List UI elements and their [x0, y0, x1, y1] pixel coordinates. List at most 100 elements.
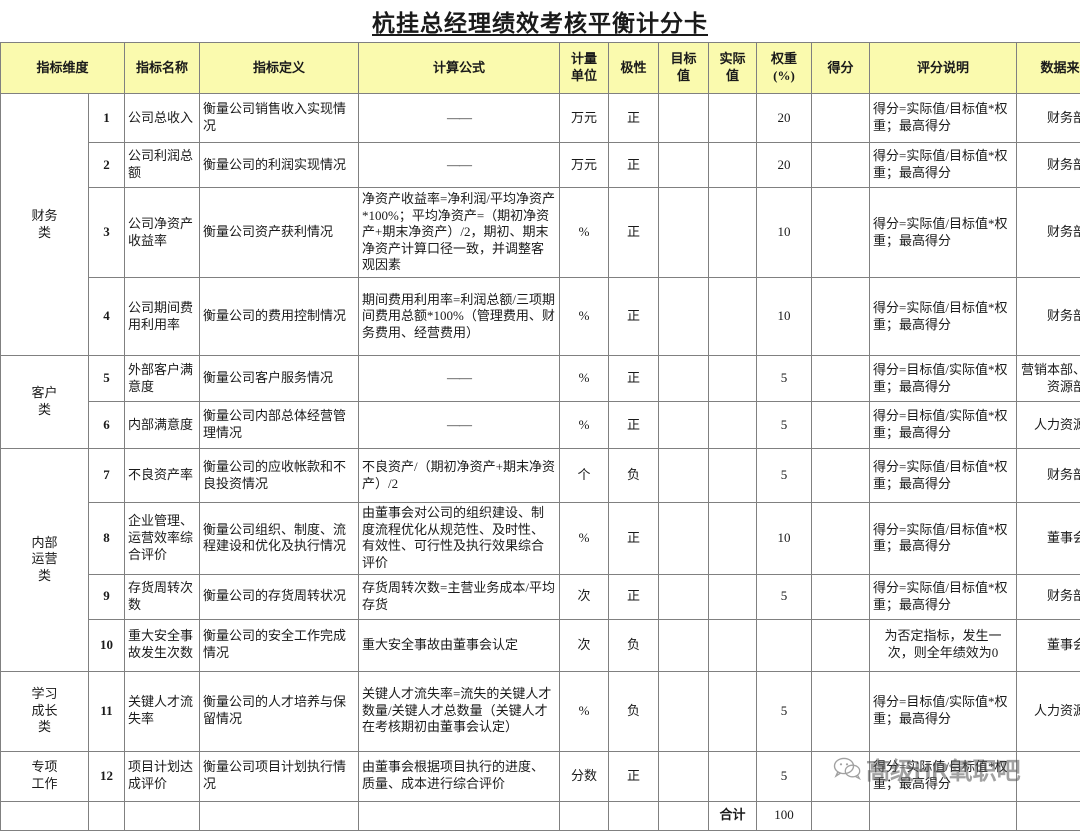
indicator-definition: 衡量公司销售收入实现情况 [200, 94, 359, 143]
data-source-cell: 董事会 [1017, 619, 1080, 671]
unit-cell: 万元 [560, 94, 609, 143]
data-source-cell: 财务部 [1017, 574, 1080, 619]
data-source-cell: 董事会 [1017, 503, 1080, 575]
indicator-definition: 衡量公司的人才培养与保留情况 [200, 671, 359, 751]
table-header: 指标维度 指标名称 指标定义 计算公式 计量 单位 极性 目标 值 实际 值 [1, 43, 1080, 94]
dimension-cell: 学习成长类 [1, 671, 89, 751]
header-source: 数据来源 [1017, 43, 1080, 94]
dimension-label-line: 类 [4, 719, 85, 736]
actual-value-cell [709, 94, 757, 143]
row-number: 3 [89, 188, 125, 278]
actual-value-cell [709, 278, 757, 356]
unit-cell: % [560, 503, 609, 575]
total-blank-definition [200, 801, 359, 830]
dimension-label-line: 类 [4, 225, 85, 242]
polarity-cell: 正 [609, 574, 659, 619]
actual-value-cell [709, 574, 757, 619]
row-number: 11 [89, 671, 125, 751]
total-weight-value: 100 [757, 801, 812, 830]
data-source-cell [1017, 751, 1080, 801]
polarity-cell: 正 [609, 143, 659, 188]
total-blank-target [659, 801, 709, 830]
total-blank-score [812, 801, 870, 830]
header-actual: 实际 值 [709, 43, 757, 94]
scoring-description: 为否定指标，发生一次，则全年绩效为0 [870, 619, 1017, 671]
weight-cell: 5 [757, 356, 812, 402]
data-source-cell: 人力资源部 [1017, 402, 1080, 449]
target-value-cell [659, 671, 709, 751]
polarity-cell: 正 [609, 188, 659, 278]
calculation-formula: 由董事会根据项目执行的进度、质量、成本进行综合评价 [359, 751, 560, 801]
weight-cell: 5 [757, 449, 812, 503]
weight-cell: 20 [757, 143, 812, 188]
indicator-definition: 衡量公司的利润实现情况 [200, 143, 359, 188]
weight-cell: 20 [757, 94, 812, 143]
target-value-cell [659, 356, 709, 402]
indicator-name: 公司利润总额 [125, 143, 200, 188]
header-formula: 计算公式 [359, 43, 560, 94]
actual-value-cell [709, 671, 757, 751]
dimension-cell: 内部运营类 [1, 449, 89, 672]
weight-cell: 5 [757, 751, 812, 801]
score-cell [812, 188, 870, 278]
total-label: 合计 [709, 801, 757, 830]
indicator-definition: 衡量公司项目计划执行情况 [200, 751, 359, 801]
page-title: 杭挂总经理绩效考核平衡计分卡 [372, 4, 708, 38]
score-cell [812, 278, 870, 356]
dimension-label-line: 财务 [4, 208, 85, 225]
polarity-cell: 正 [609, 503, 659, 575]
actual-value-cell [709, 449, 757, 503]
dimension-label-line: 工作 [4, 776, 85, 793]
target-value-cell [659, 188, 709, 278]
dimension-cell: 客户类 [1, 356, 89, 449]
unit-cell: % [560, 188, 609, 278]
header-unit-line1: 计量 [563, 51, 605, 68]
data-source-cell: 营销本部、人力资源部 [1017, 356, 1080, 402]
dimension-cell: 财务类 [1, 94, 89, 356]
polarity-cell: 正 [609, 402, 659, 449]
header-dimension: 指标维度 [1, 43, 125, 94]
calculation-formula: 关键人才流失率=流失的关键人才数量/关键人才总数量（关键人才在考核期初由董事会认… [359, 671, 560, 751]
dimension-label-line: 客户 [4, 385, 85, 402]
actual-value-cell [709, 356, 757, 402]
header-row: 指标维度 指标名称 指标定义 计算公式 计量 单位 极性 目标 值 实际 值 [1, 43, 1080, 94]
polarity-cell: 正 [609, 356, 659, 402]
calculation-formula: —— [359, 356, 560, 402]
scoring-description: 得分=实际值/目标值*权重；最高得分 [870, 503, 1017, 575]
score-cell [812, 503, 870, 575]
header-actual-line1: 实际 [712, 51, 753, 68]
scoring-description: 得分=目标值/实际值*权重；最高得分 [870, 402, 1017, 449]
total-blank-formula [359, 801, 560, 830]
header-description: 评分说明 [870, 43, 1017, 94]
indicator-definition: 衡量公司内部总体经营管理情况 [200, 402, 359, 449]
target-value-cell [659, 94, 709, 143]
calculation-formula: 期间费用利用率=利润总额/三项期间费用总额*100%（管理费用、财务费用、经营费… [359, 278, 560, 356]
unit-cell: 分数 [560, 751, 609, 801]
row-number: 5 [89, 356, 125, 402]
row-number: 10 [89, 619, 125, 671]
indicator-name: 存货周转次数 [125, 574, 200, 619]
unit-cell: % [560, 671, 609, 751]
actual-value-cell [709, 751, 757, 801]
score-cell [812, 619, 870, 671]
data-source-cell: 财务部 [1017, 188, 1080, 278]
total-blank-unit [560, 801, 609, 830]
indicator-definition: 衡量公司组织、制度、流程建设和优化及执行情况 [200, 503, 359, 575]
scoring-description: 得分=实际值/目标值*权重；最高得分 [870, 449, 1017, 503]
dimension-label-line: 学习 [4, 686, 85, 703]
calculation-formula: 不良资产/（期初净资产+期末净资产）/2 [359, 449, 560, 503]
target-value-cell [659, 751, 709, 801]
balanced-scorecard-table: 指标维度 指标名称 指标定义 计算公式 计量 单位 极性 目标 值 实际 值 [0, 42, 1080, 831]
header-target: 目标 值 [659, 43, 709, 94]
indicator-name: 重大安全事故发生次数 [125, 619, 200, 671]
actual-value-cell [709, 143, 757, 188]
scoring-description: 得分=实际值/目标值*权重；最高得分 [870, 751, 1017, 801]
row-number: 8 [89, 503, 125, 575]
total-blank-source [1017, 801, 1080, 830]
